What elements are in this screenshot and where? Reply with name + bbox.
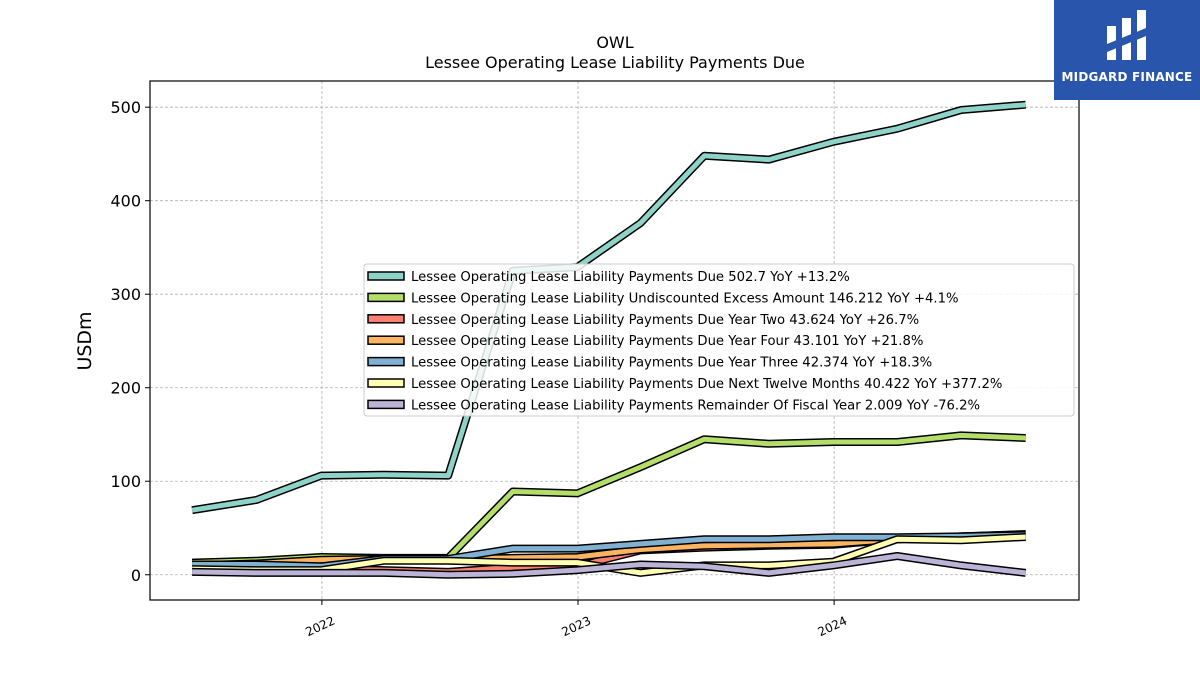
legend-item: Lessee Operating Lease Liability Payment… bbox=[367, 356, 932, 371]
series-line bbox=[192, 553, 1026, 578]
y-tick-label: 300 bbox=[110, 285, 141, 304]
legend-item: Lessee Operating Lease Liability Payment… bbox=[367, 313, 919, 328]
grid bbox=[150, 81, 1079, 600]
legend-item: Lessee Operating Lease Liability Undisco… bbox=[367, 291, 959, 306]
chart-subtitle: Lessee Operating Lease Liability Payment… bbox=[425, 53, 805, 72]
logo-text: MIDGARD FINANCE bbox=[1061, 70, 1193, 84]
chart-title: OWL bbox=[596, 33, 633, 52]
series-6 bbox=[192, 552, 1027, 579]
legend-label: Lessee Operating Lease Liability Payment… bbox=[411, 313, 919, 328]
series-0 bbox=[191, 100, 1027, 515]
midgard-finance-logo: MIDGARD FINANCE bbox=[1054, 0, 1200, 100]
legend-swatch bbox=[367, 356, 405, 367]
legend-label: Lessee Operating Lease Liability Payment… bbox=[411, 398, 980, 413]
plot-frame bbox=[149, 80, 1080, 601]
y-tick-label: 400 bbox=[110, 192, 141, 211]
legend-item: Lessee Operating Lease Liability Payment… bbox=[367, 377, 1002, 392]
y-tick-label: 100 bbox=[110, 472, 141, 491]
legend-label: Lessee Operating Lease Liability Payment… bbox=[411, 334, 923, 349]
legend-label: Lessee Operating Lease Liability Payment… bbox=[411, 377, 1002, 392]
series-layer bbox=[191, 100, 1027, 579]
series-line bbox=[191, 102, 1026, 513]
legend-label: Lessee Operating Lease Liability Payment… bbox=[411, 356, 932, 371]
legend-swatch bbox=[367, 292, 405, 303]
legend-box bbox=[363, 263, 1075, 417]
legend-swatch bbox=[367, 271, 405, 281]
legend-swatch bbox=[367, 399, 405, 410]
y-tick-label: 200 bbox=[110, 379, 141, 398]
y-tick-label: 500 bbox=[110, 98, 141, 117]
legend: Lessee Operating Lease Liability Payment… bbox=[363, 263, 1075, 417]
legend-label: Lessee Operating Lease Liability Payment… bbox=[411, 270, 850, 285]
legend-item: Lessee Operating Lease Liability Payment… bbox=[367, 270, 850, 285]
legend-item: Lessee Operating Lease Liability Payment… bbox=[367, 334, 923, 349]
legend-swatch bbox=[367, 335, 405, 345]
legend-swatch bbox=[367, 378, 405, 388]
y-axis-label: USDm bbox=[74, 311, 96, 370]
legend-label: Lessee Operating Lease Liability Undisco… bbox=[411, 291, 959, 306]
legend-swatch bbox=[367, 314, 405, 324]
y-tick-label: 0 bbox=[131, 566, 141, 585]
legend-item: Lessee Operating Lease Liability Payment… bbox=[367, 398, 980, 413]
logo-mark-icon bbox=[1107, 10, 1146, 60]
